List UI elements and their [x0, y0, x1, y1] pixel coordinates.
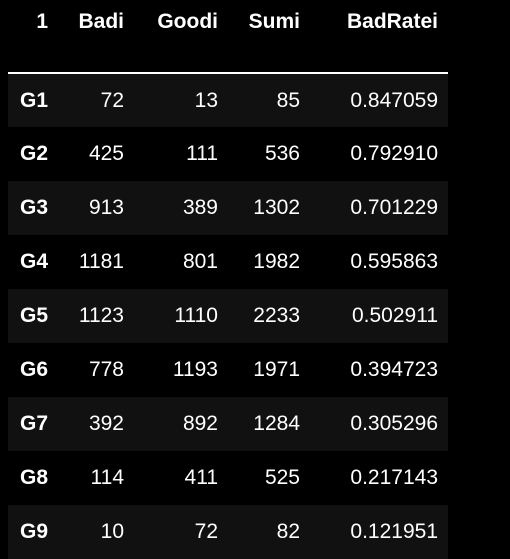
cell-good: 389 [182, 196, 218, 219]
cell-sum: 2233 [253, 304, 300, 327]
cell-sum: 1284 [253, 412, 300, 435]
cell-sum: 1982 [253, 250, 300, 273]
table-row: G2 425 111 536 0.792910 [8, 127, 448, 181]
cell-good: 111 [186, 142, 218, 165]
row-index: G4 [20, 250, 49, 273]
cell-good: 801 [182, 250, 218, 273]
row-index: G5 [20, 304, 49, 327]
cell-bad-rate: 0.502911 [351, 304, 438, 327]
cell-bad: 1181 [78, 250, 124, 273]
column-header-index: 1 [8, 0, 58, 74]
cell-bad-rate: 0.847059 [350, 88, 438, 112]
row-index: G1 [20, 88, 49, 112]
cell-bad-rate: 0.394723 [350, 358, 438, 381]
row-index: G7 [20, 412, 49, 435]
column-header-good: Goodi [134, 0, 228, 74]
cell-sum: 82 [276, 520, 300, 543]
cell-good: 1193 [172, 358, 218, 381]
column-header-bad-rate: BadRatei [310, 0, 448, 74]
table-row: G1 72 13 85 0.847059 [8, 73, 448, 127]
cell-good: 13 [194, 88, 218, 112]
cell-good: 1110 [174, 304, 218, 327]
cell-bad: 72 [100, 88, 124, 112]
cell-bad: 392 [88, 412, 124, 435]
cell-bad: 114 [90, 466, 124, 489]
cell-bad-rate: 0.701229 [350, 196, 438, 219]
cell-bad-rate: 0.792910 [350, 142, 438, 165]
cell-bad-rate: 0.595863 [350, 250, 438, 273]
row-index: G2 [20, 142, 49, 165]
table-row: G4 1181 801 1982 0.595863 [8, 235, 448, 289]
cell-sum: 536 [264, 142, 300, 165]
cell-sum: 525 [264, 466, 300, 489]
cell-bad: 1123 [78, 304, 124, 327]
cell-sum: 1302 [253, 196, 300, 219]
row-index: G9 [20, 520, 49, 543]
row-index: G6 [20, 358, 49, 381]
table-row: G9 10 72 82 0.121951 [8, 505, 448, 559]
header-row: 1 Badi Goodi Sumi BadRatei [8, 0, 448, 74]
column-header-sum: Sumi [228, 0, 310, 74]
cell-good: 72 [194, 520, 218, 543]
table-row: G7 392 892 1284 0.305296 [8, 397, 448, 451]
table-row: G6 778 1193 1971 0.394723 [8, 343, 448, 397]
cell-sum: 1971 [253, 358, 300, 381]
cell-bad: 778 [88, 358, 124, 381]
column-header-bad: Badi [58, 0, 134, 74]
row-index: G3 [20, 196, 49, 219]
cell-bad-rate: 0.305296 [350, 412, 438, 435]
cell-bad: 10 [100, 520, 124, 543]
cell-bad-rate: 0.217143 [350, 466, 438, 489]
cell-sum: 85 [276, 88, 300, 112]
row-index: G8 [20, 466, 49, 489]
table-row: G5 1123 1110 2233 0.502911 [8, 289, 448, 343]
cell-good: 411 [184, 466, 218, 489]
table-row: G3 913 389 1302 0.701229 [8, 181, 448, 235]
cell-bad: 913 [88, 196, 124, 219]
cell-bad-rate: 0.121951 [350, 520, 438, 543]
cell-good: 892 [182, 412, 218, 435]
table-row: G8 114 411 525 0.217143 [8, 451, 448, 505]
cell-bad: 425 [88, 142, 124, 165]
dataframe-table: 1 Badi Goodi Sumi BadRatei G1 72 13 85 0… [8, 0, 448, 559]
